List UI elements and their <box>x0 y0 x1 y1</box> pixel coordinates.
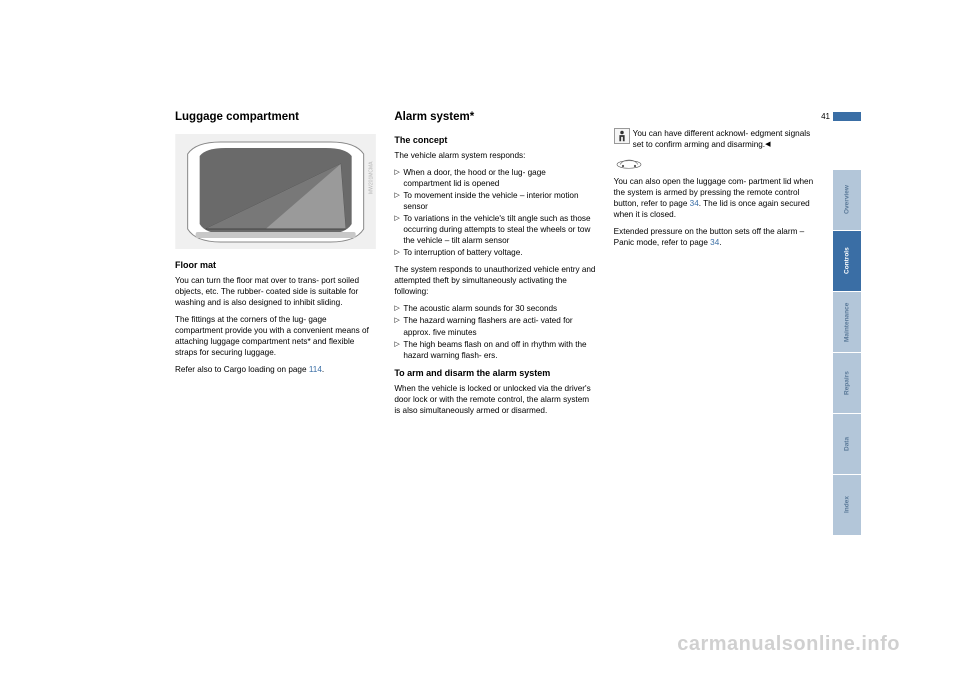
column-3: You can have different acknowl- edgment … <box>614 110 815 610</box>
column-1: Luggage compartment MW201MCMA Floor mat … <box>175 110 376 610</box>
tab-data[interactable]: Data <box>833 414 861 474</box>
concept-heading: The concept <box>394 134 595 146</box>
tab-maintenance[interactable]: Maintenance <box>833 292 861 352</box>
bullet-item: To movement inside the vehicle – interio… <box>394 190 595 212</box>
floor-mat-heading: Floor mat <box>175 259 376 271</box>
tab-index[interactable]: Index <box>833 475 861 535</box>
page-number: 41 <box>821 112 830 121</box>
info-text: You can have different acknowl- edgment … <box>633 129 811 149</box>
col1-p3-end: . <box>322 365 324 374</box>
page-content: Luggage compartment MW201MCMA Floor mat … <box>175 110 815 610</box>
col2-p1: The vehicle alarm system responds: <box>394 150 595 161</box>
watermark: carmanualsonline.info <box>677 633 900 656</box>
bullet-item: The high beams flash on and off in rhyth… <box>394 339 595 361</box>
col3-p2-end: . <box>719 238 721 247</box>
col1-title: Luggage compartment <box>175 110 376 126</box>
column-2: Alarm system* The concept The vehicle al… <box>394 110 595 610</box>
col2-p3: When the vehicle is locked or unlocked v… <box>394 383 595 416</box>
tab-overview[interactable]: Overview <box>833 170 861 230</box>
car-key-icon <box>614 156 644 170</box>
page-accent-bar <box>833 112 861 121</box>
end-marker-icon: ◀ <box>765 140 770 149</box>
illustration-code: MW201MCMA <box>369 160 375 193</box>
bullet-item: The acoustic alarm sounds for 30 seconds <box>394 303 595 314</box>
trunk-illustration: MW201MCMA <box>175 134 376 249</box>
bullet-item: To interruption of battery voltage. <box>394 247 595 258</box>
arm-heading: To arm and disarm the alarm system <box>394 367 595 379</box>
bullets-1: When a door, the hood or the lug- gage c… <box>394 167 595 259</box>
bullets-2: The acoustic alarm sounds for 30 seconds… <box>394 303 595 360</box>
side-tabs: Overview Controls Maintenance Repairs Da… <box>833 170 861 536</box>
bullet-item: When a door, the hood or the lug- gage c… <box>394 167 595 189</box>
col3-p2-text: Extended pressure on the button sets off… <box>614 227 805 247</box>
page-link-34a[interactable]: 34 <box>690 199 699 208</box>
col1-p1: You can turn the floor mat over to trans… <box>175 275 376 308</box>
info-note: You can have different acknowl- edgment … <box>614 128 815 150</box>
person-info-icon <box>614 128 630 144</box>
tab-controls[interactable]: Controls <box>833 231 861 291</box>
page-link-114[interactable]: 114 <box>309 365 322 374</box>
col2-title: Alarm system* <box>394 110 595 126</box>
col1-p3: Refer also to Cargo loading on page 114. <box>175 364 376 375</box>
col1-p2: The fittings at the corners of the lug- … <box>175 314 376 358</box>
col2-p2: The system responds to unauthorized vehi… <box>394 264 595 297</box>
tab-repairs[interactable]: Repairs <box>833 353 861 413</box>
bullet-item: To variations in the vehicle's tilt angl… <box>394 213 595 246</box>
col1-p3-text: Refer also to Cargo loading on page <box>175 365 309 374</box>
col3-p2: Extended pressure on the button sets off… <box>614 226 815 248</box>
col3-p1: You can also open the luggage com- partm… <box>614 176 815 220</box>
bullet-item: The hazard warning flashers are acti- va… <box>394 315 595 337</box>
page-link-34b[interactable]: 34 <box>710 238 719 247</box>
